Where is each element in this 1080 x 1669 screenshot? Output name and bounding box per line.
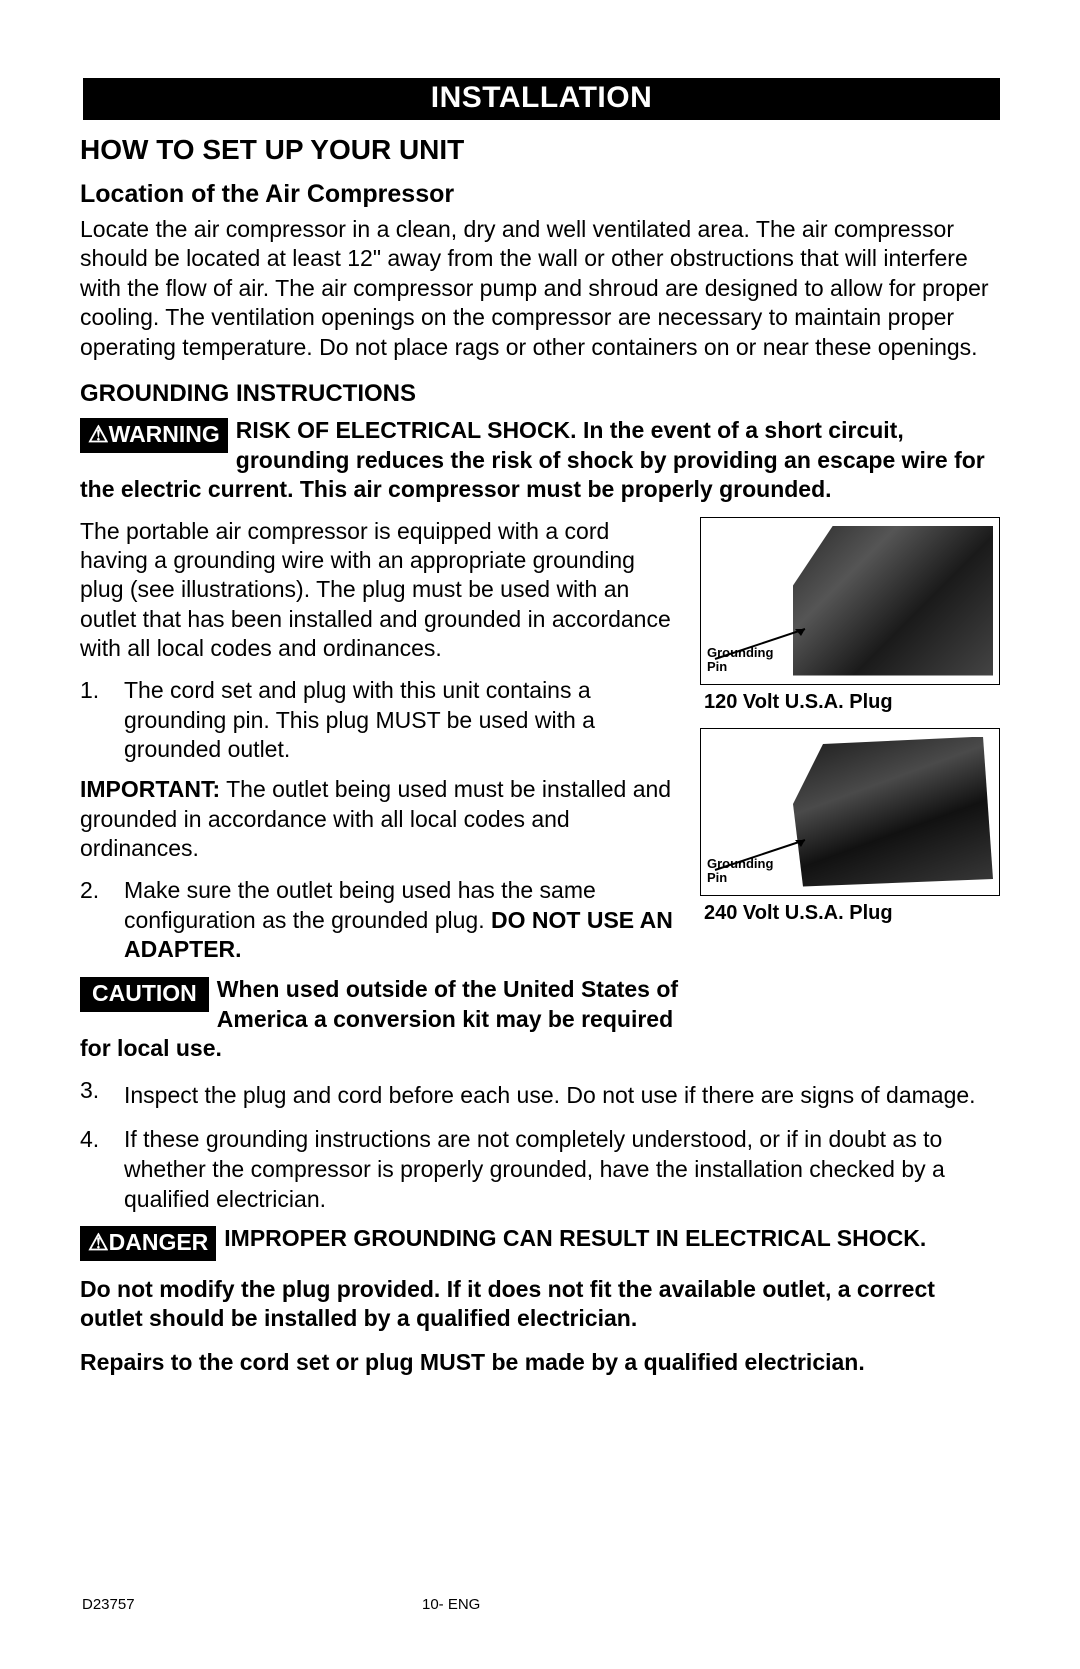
list-item: 3. Inspect the plug and cord before each… <box>80 1076 1000 1115</box>
list-text: If these grounding instructions are not … <box>124 1125 1000 1215</box>
figure-240v-plug: Grounding Pin <box>700 728 1000 896</box>
important-block: IMPORTANT: The outlet being used must be… <box>80 775 680 863</box>
figure-caption-120v: 120 Volt U.S.A. Plug <box>700 691 1000 714</box>
grounding-pin-label: Grounding Pin <box>707 857 773 884</box>
footer-doc-id: D23757 <box>82 1596 422 1613</box>
closing-1: Do not modify the plug provided. If it d… <box>80 1275 1000 1334</box>
warning-triangle-icon: ⚠ <box>88 1229 109 1255</box>
heading-grounding: GROUNDING INSTRUCTIONS <box>80 380 1000 408</box>
figure-120v-plug: Grounding Pin <box>700 517 1000 685</box>
heading-location: Location of the Air Compressor <box>80 180 1000 209</box>
location-text: Locate the air compressor in a clean, dr… <box>80 215 1000 362</box>
danger-text: IMPROPER GROUNDING CAN RESULT IN ELECTRI… <box>224 1225 926 1251</box>
page-footer: D23757 10- ENG <box>82 1596 1000 1613</box>
important-label: IMPORTANT: <box>80 776 220 802</box>
list-number: 4. <box>80 1125 124 1215</box>
warning-pill: ⚠WARNING <box>80 418 228 452</box>
grounding-pin-label: Grounding Pin <box>707 646 773 673</box>
closing-2: Repairs to the cord set or plug MUST be … <box>80 1348 1000 1377</box>
footer-page: 10- ENG <box>422 1596 480 1613</box>
list-item: 1. The cord set and plug with this unit … <box>80 676 680 766</box>
caution-pill: CAUTION <box>80 977 209 1011</box>
list-text: The cord set and plug with this unit con… <box>124 676 680 766</box>
list-number: 2. <box>80 876 124 966</box>
heading-setup: HOW TO SET UP YOUR UNIT <box>80 134 1000 166</box>
danger-label: DANGER <box>109 1229 209 1255</box>
list-text: Make sure the outlet being used has the … <box>124 876 680 966</box>
section-banner: INSTALLATION <box>83 78 1000 120</box>
list-item: 4. If these grounding instructions are n… <box>80 1125 1000 1215</box>
list-item: 2. Make sure the outlet being used has t… <box>80 876 680 966</box>
list-text: Inspect the plug and cord before each us… <box>124 1076 976 1115</box>
warning-label: WARNING <box>109 421 220 447</box>
warning-triangle-icon: ⚠ <box>88 421 109 447</box>
warning-block: ⚠WARNING RISK OF ELECTRICAL SHOCK. In th… <box>80 416 1000 504</box>
caution-block: CAUTION When used outside of the United … <box>80 975 680 1063</box>
list-number: 1. <box>80 676 124 766</box>
figure-caption-240v: 240 Volt U.S.A. Plug <box>700 902 1000 925</box>
danger-pill: ⚠DANGER <box>80 1226 216 1260</box>
danger-block: ⚠DANGER IMPROPER GROUNDING CAN RESULT IN… <box>80 1224 1000 1260</box>
list-number: 3. <box>80 1076 124 1115</box>
grounding-intro: The portable air compressor is equipped … <box>80 517 680 664</box>
